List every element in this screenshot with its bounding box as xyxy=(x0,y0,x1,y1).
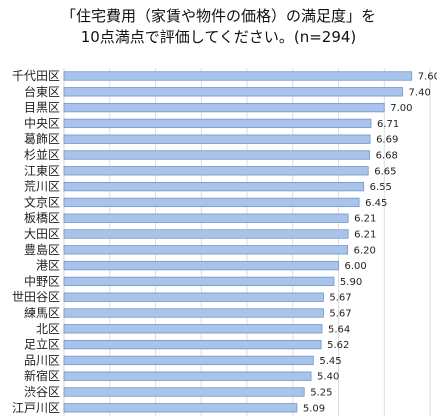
category-label: 足立区 xyxy=(24,337,60,352)
bar xyxy=(63,150,371,160)
category-label: 渋谷区 xyxy=(24,385,60,399)
value-label: 6.21 xyxy=(354,230,376,241)
bar xyxy=(63,229,349,239)
category-label: 杉並区 xyxy=(24,148,60,162)
value-label: 5.40 xyxy=(317,372,339,383)
value-label: 6.55 xyxy=(370,182,392,193)
category-label: 世田谷区 xyxy=(12,290,60,304)
bar xyxy=(63,308,324,318)
category-label: 新宿区 xyxy=(24,368,60,383)
bar xyxy=(63,245,349,255)
bar xyxy=(63,134,371,144)
bar xyxy=(63,339,322,350)
value-label: 6.45 xyxy=(365,198,387,209)
category-label: 台東区 xyxy=(24,84,60,99)
category-label: 港区 xyxy=(36,259,60,273)
bar xyxy=(63,260,339,271)
bar xyxy=(63,276,335,287)
category-label: 荒川区 xyxy=(24,180,60,194)
bar xyxy=(63,87,403,97)
bar xyxy=(63,403,298,413)
bar xyxy=(63,324,323,334)
category-label: 江戸川区 xyxy=(12,401,60,415)
category-label: 北区 xyxy=(36,322,60,336)
value-label: 7.00 xyxy=(390,103,412,114)
value-label: 5.90 xyxy=(340,277,362,288)
category-label: 練馬区 xyxy=(24,306,60,320)
value-label: 6.00 xyxy=(345,261,367,272)
bar xyxy=(63,71,413,81)
value-label: 6.21 xyxy=(354,214,376,225)
bar xyxy=(63,197,360,208)
category-label: 江東区 xyxy=(24,164,60,178)
value-label: 5.45 xyxy=(319,356,341,367)
bar xyxy=(63,292,324,302)
bar xyxy=(63,387,305,397)
category-label: 豊島区 xyxy=(24,242,60,257)
bar xyxy=(63,213,349,223)
value-label: 5.25 xyxy=(310,388,332,399)
value-label: 7.40 xyxy=(409,87,431,98)
category-label: 大田区 xyxy=(24,227,60,241)
category-label: 板橋区 xyxy=(24,211,60,225)
chart-title-line-1: 「住宅費用（家賃や物件の価格）の満足度」を xyxy=(60,7,376,25)
bar xyxy=(63,355,314,366)
value-label: 6.69 xyxy=(376,135,398,146)
category-label: 中央区 xyxy=(24,115,60,130)
value-label: 5.67 xyxy=(329,293,351,304)
category-label: 目黒区 xyxy=(24,101,60,115)
category-label: 文京区 xyxy=(24,194,60,209)
bar xyxy=(63,102,385,113)
value-label: 5.62 xyxy=(327,340,349,351)
value-label: 6.71 xyxy=(377,119,399,130)
bar xyxy=(63,371,312,381)
category-label: 中野区 xyxy=(24,273,60,288)
value-label: 5.67 xyxy=(329,309,351,320)
category-label: 葛飾区 xyxy=(24,132,60,146)
value-label: 5.09 xyxy=(303,403,325,414)
value-label: 5.64 xyxy=(328,324,350,335)
chart-title: 「住宅費用（家賃や物件の価格）の満足度」を 10点満点で評価してください。(n=… xyxy=(0,6,437,48)
bar xyxy=(63,166,369,176)
bar xyxy=(63,181,365,192)
bar xyxy=(63,118,372,129)
value-label: 6.65 xyxy=(374,166,396,177)
value-label: 7.60 xyxy=(418,72,437,83)
value-label: 6.68 xyxy=(376,151,398,162)
category-label: 千代田区 xyxy=(12,69,60,83)
category-label: 品川区 xyxy=(24,353,60,367)
value-label: 6.20 xyxy=(354,245,376,256)
chart-title-line-2: 10点満点で評価してください。(n=294) xyxy=(80,28,357,46)
